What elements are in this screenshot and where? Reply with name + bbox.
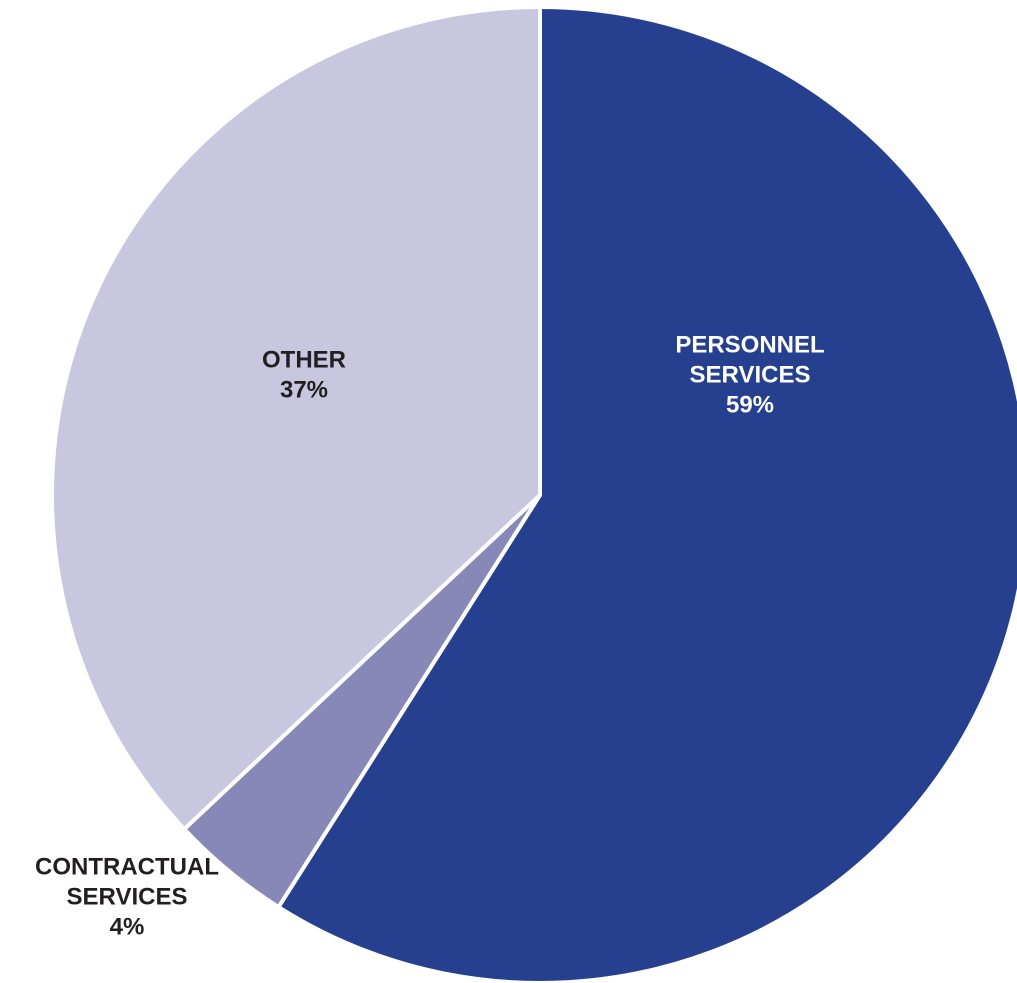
- pie-slices: [50, 5, 1017, 983]
- pie-labels: PERSONNEL SERVICES 59% CONTRACTUAL SERVICES 4…: [35, 331, 825, 940]
- pie-category-label: OTHER: [262, 346, 346, 373]
- pie-category-label: PERSONNEL: [675, 331, 824, 358]
- pie-value-label: 4%: [110, 913, 145, 940]
- pie-value-label: 37%: [280, 376, 328, 403]
- pie-label-other: OTHER 37%: [262, 346, 346, 403]
- pie-label-contractual-services: CONTRACTUAL SERVICES 4%: [35, 853, 219, 940]
- pie-slice-other: [50, 5, 542, 832]
- pie-category-label: CONTRACTUAL: [35, 853, 219, 880]
- pie-value-label: 59%: [726, 391, 774, 418]
- pie-category-label: SERVICES: [67, 883, 188, 910]
- pie-category-label: SERVICES: [690, 361, 811, 388]
- pie-label-personnel-services: PERSONNEL SERVICES 59%: [675, 331, 824, 418]
